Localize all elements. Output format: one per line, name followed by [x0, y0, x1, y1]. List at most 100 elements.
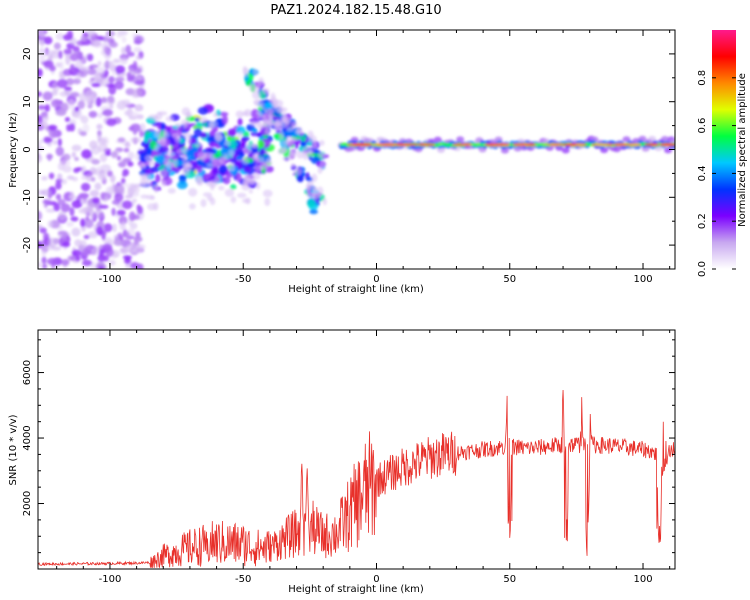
spectrogram-blob: [121, 177, 126, 184]
spectrogram-blob: [258, 77, 265, 86]
snr-x-tick-label: 0: [373, 574, 379, 585]
spectrogram-blob: [224, 140, 231, 146]
spectrogram-blob: [257, 139, 265, 149]
spectrogram-blob: [109, 41, 118, 48]
spectrogram-blob: [132, 127, 138, 136]
spectrogram-blob: [212, 112, 219, 118]
spectrogram-blob: [38, 105, 46, 110]
spectrogram-blob: [131, 88, 143, 97]
snr-y-label: SNR (10 * v/v): [8, 414, 19, 485]
spectrogram-blob: [55, 193, 62, 201]
spectrogram-blob: [47, 237, 58, 248]
spectrogram-blob: [42, 199, 52, 204]
spectrogram-blob: [97, 254, 106, 262]
spectrogram-blob: [69, 53, 79, 62]
spectrogram-blob: [62, 165, 72, 173]
spectrogram-blob: [153, 202, 159, 211]
spectrogram-blob: [125, 243, 137, 254]
spectrogram-blob: [252, 143, 259, 149]
spectrogram-blob: [187, 135, 192, 145]
spectrogram-blob: [401, 143, 420, 147]
spectrogram-blob: [121, 46, 126, 55]
spectrogram-blob: [261, 87, 270, 94]
spectrogram-blob: [41, 189, 52, 196]
spectrogram-blobs: [38, 30, 675, 269]
spectrogram-blob: [139, 123, 146, 132]
spectrogram-blob: [660, 135, 669, 142]
spectrogram-blob: [90, 247, 100, 256]
spectrogram-blob: [82, 123, 90, 133]
snr-series-line: [38, 389, 675, 569]
spectrogram-blob: [182, 153, 187, 163]
spectrogram-blob: [70, 216, 79, 222]
spectrogram-blob: [97, 172, 108, 181]
spectrogram-blob: [208, 120, 218, 128]
spectrogram-blob: [290, 162, 296, 168]
spectrogram-blob: [164, 150, 175, 159]
spectrogram-blob: [134, 104, 144, 112]
spectrogram-blob: [71, 249, 82, 257]
spectrogram-blob: [197, 106, 209, 115]
spectrogram-blob: [42, 263, 48, 269]
spectrogram-blob: [110, 151, 118, 159]
spectrogram-blob: [114, 192, 124, 202]
spectrogram-blob: [79, 199, 90, 205]
spectrogram-blob: [45, 208, 56, 213]
spectrogram-blob: [71, 144, 82, 152]
spectrogram-blob: [270, 92, 276, 102]
spectrogram-blob: [51, 89, 58, 96]
spectrogram-blob: [71, 199, 83, 209]
spectrogram-blob: [145, 160, 156, 166]
spectrogram-blob: [250, 120, 257, 126]
spectrogram-blob: [124, 194, 133, 199]
spectrogram-blob: [134, 237, 140, 244]
spectrogram-blob: [130, 261, 140, 269]
spectrogram-blob: [209, 197, 216, 206]
spectrogram-blob: [95, 226, 104, 236]
spectrogram-blob: [311, 186, 318, 192]
spectrogram-blob: [64, 86, 73, 91]
spectrogram-blob: [81, 259, 93, 267]
spectrogram-blob: [208, 179, 218, 188]
spectrogram-blob: [85, 216, 90, 221]
colorbar-tick-label: 0.4: [697, 165, 708, 181]
spectrogram-blob: [161, 180, 166, 187]
spectrogram-blob: [139, 162, 146, 168]
snr-x-tick-label: 50: [503, 574, 516, 585]
spectrogram-blob: [129, 184, 137, 193]
spectrogram-blob: [85, 97, 91, 106]
spectrogram-blob: [47, 153, 52, 162]
spectrogram-blob: [76, 71, 82, 81]
spectrogram-blob: [181, 167, 190, 176]
spectrogram-blob: [121, 172, 128, 177]
spectrogram-blob: [255, 182, 261, 190]
spectrogram-blob: [117, 137, 126, 143]
spectrogram-blob: [140, 178, 146, 186]
spectrogram-blob: [113, 238, 122, 246]
spectrogram-blob: [88, 110, 98, 118]
spectrogram-y-tick-label: -10: [22, 189, 33, 205]
colorbar-ticks: 0.0 0.2 0.4 0.6 0.8: [697, 70, 736, 277]
spectrogram-blob: [121, 221, 126, 230]
spectrogram-blob: [211, 165, 219, 174]
spectrogram-blob: [113, 234, 119, 239]
spectrogram-blob: [228, 128, 237, 136]
spectrogram-blob: [136, 204, 141, 211]
spectrogram-blob: [70, 91, 80, 98]
spectrogram-blob: [90, 77, 95, 82]
spectrogram-blob: [155, 173, 161, 183]
spectrogram-blob: [58, 71, 64, 77]
spectrogram-blob: [38, 91, 43, 97]
spectrogram-blob: [266, 108, 275, 114]
spectrogram-blob: [154, 130, 162, 138]
spectrogram-x-tick-label: 100: [633, 274, 652, 285]
spectrogram-blob: [242, 157, 249, 165]
spectrogram-blob: [79, 239, 87, 250]
spectrogram-blob: [89, 190, 100, 197]
spectrogram-x-tick-label: -100: [99, 274, 122, 285]
spectrogram-blob: [73, 167, 80, 174]
spectrogram-blob: [84, 218, 94, 229]
spectrogram-y-tick-label: 0: [22, 146, 33, 152]
spectrogram-blob: [57, 230, 68, 239]
